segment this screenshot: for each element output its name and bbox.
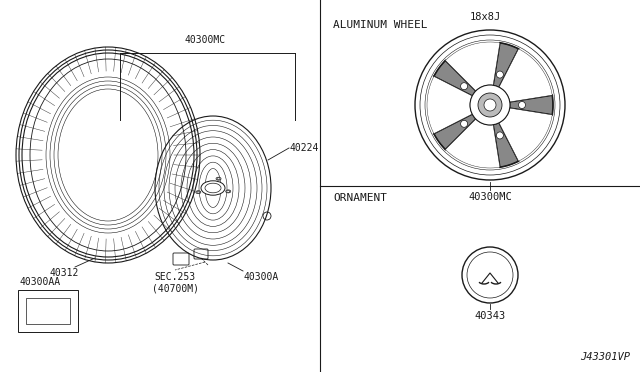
Circle shape — [484, 99, 496, 111]
Circle shape — [478, 93, 502, 117]
Circle shape — [470, 85, 510, 125]
Ellipse shape — [35, 64, 181, 246]
Circle shape — [461, 83, 468, 90]
Circle shape — [461, 120, 468, 127]
Bar — [18, 290, 78, 332]
Polygon shape — [493, 123, 518, 167]
Polygon shape — [499, 108, 552, 161]
Polygon shape — [445, 119, 500, 168]
Polygon shape — [434, 61, 476, 96]
Text: 40300MC: 40300MC — [468, 192, 512, 202]
Ellipse shape — [41, 70, 175, 240]
Circle shape — [415, 30, 565, 180]
Polygon shape — [493, 43, 518, 87]
Polygon shape — [434, 114, 476, 150]
Polygon shape — [445, 42, 500, 91]
Ellipse shape — [30, 59, 186, 251]
Ellipse shape — [196, 191, 201, 194]
Ellipse shape — [226, 190, 231, 193]
Text: ORNAMENT: ORNAMENT — [333, 193, 387, 203]
Text: 40312: 40312 — [50, 268, 79, 278]
Text: 40224: 40224 — [290, 143, 319, 153]
Text: ALUMINUM WHEEL: ALUMINUM WHEEL — [333, 20, 428, 30]
Text: 40300A: 40300A — [243, 272, 278, 282]
Text: SEC.253
(40700M): SEC.253 (40700M) — [152, 272, 198, 294]
Circle shape — [518, 102, 525, 109]
Bar — [26, 298, 70, 324]
Circle shape — [497, 71, 504, 78]
Circle shape — [462, 247, 518, 303]
Polygon shape — [509, 95, 553, 115]
Ellipse shape — [44, 73, 172, 237]
Polygon shape — [427, 76, 472, 134]
Ellipse shape — [201, 181, 225, 195]
Text: 40343: 40343 — [474, 311, 506, 321]
Ellipse shape — [38, 67, 178, 243]
Polygon shape — [499, 49, 552, 102]
Text: 40300MC: 40300MC — [184, 35, 225, 45]
Text: 40300AA: 40300AA — [20, 277, 61, 287]
Ellipse shape — [216, 177, 221, 180]
Text: J43301VP: J43301VP — [580, 352, 630, 362]
Circle shape — [497, 132, 504, 139]
Text: 18x8J: 18x8J — [469, 12, 500, 22]
